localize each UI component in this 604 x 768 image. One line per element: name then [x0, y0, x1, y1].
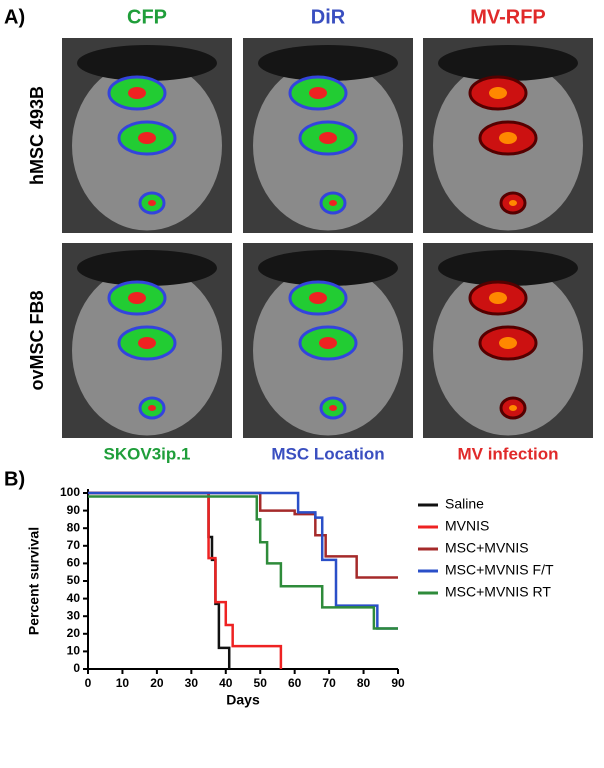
image-dark — [77, 250, 217, 286]
signal-core — [148, 200, 156, 206]
y-tick-label: 20 — [67, 626, 81, 640]
x-tick-label: 40 — [219, 676, 233, 690]
image-dark — [77, 45, 217, 81]
column-caption: MSC Location — [271, 444, 384, 463]
signal-core — [128, 292, 146, 304]
y-tick-label: 70 — [67, 538, 81, 552]
y-tick-label: 40 — [67, 591, 81, 605]
x-tick-label: 10 — [116, 676, 130, 690]
signal-core — [148, 405, 156, 411]
x-tick-label: 0 — [85, 676, 92, 690]
y-tick-label: 50 — [67, 573, 81, 587]
row-label: hMSC 493B — [27, 86, 47, 185]
legend-label: MSC+MVNIS — [445, 540, 529, 556]
signal-core — [509, 200, 517, 206]
x-tick-label: 30 — [185, 676, 199, 690]
column-title: CFP — [127, 6, 167, 28]
signal-core — [128, 87, 146, 99]
x-tick-label: 60 — [288, 676, 302, 690]
signal-core — [329, 200, 337, 206]
legend-label: MVNIS — [445, 518, 489, 534]
signal-core — [509, 405, 517, 411]
row-label: ovMSC FB8 — [27, 290, 47, 390]
panel-label: A) — [4, 6, 25, 28]
x-tick-label: 90 — [391, 676, 405, 690]
survival-line — [88, 491, 398, 630]
y-axis-label: Percent survival — [26, 527, 42, 635]
y-tick-label: 80 — [67, 520, 81, 534]
y-tick-label: 100 — [60, 485, 80, 499]
y-tick-label: 10 — [67, 644, 81, 658]
signal-core — [319, 132, 337, 144]
image-dark — [258, 250, 398, 286]
x-tick-label: 80 — [357, 676, 371, 690]
signal-core — [309, 292, 327, 304]
column-caption: MV infection — [457, 444, 558, 463]
image-dark — [258, 45, 398, 81]
y-tick-label: 60 — [67, 556, 81, 570]
x-tick-label: 50 — [254, 676, 268, 690]
signal-core — [499, 337, 517, 349]
image-dark — [438, 250, 578, 286]
survival-line — [88, 491, 283, 669]
legend-label: MSC+MVNIS RT — [445, 584, 551, 600]
y-tick-label: 30 — [67, 608, 81, 622]
panel-label: B) — [4, 468, 25, 490]
signal-core — [499, 132, 517, 144]
x-axis-label: Days — [226, 692, 260, 708]
signal-core — [138, 337, 156, 349]
signal-core — [319, 337, 337, 349]
signal-core — [329, 405, 337, 411]
x-tick-label: 20 — [150, 676, 164, 690]
legend-label: Saline — [445, 496, 484, 512]
column-title: DiR — [311, 6, 346, 28]
survival-line — [88, 491, 398, 579]
column-caption: SKOV3ip.1 — [104, 444, 191, 463]
column-title: MV-RFP — [470, 6, 546, 28]
y-tick-label: 90 — [67, 503, 81, 517]
y-tick-label: 0 — [73, 661, 80, 675]
signal-core — [309, 87, 327, 99]
survival-line — [88, 495, 398, 630]
image-dark — [438, 45, 578, 81]
x-tick-label: 70 — [322, 676, 336, 690]
legend-label: MSC+MVNIS F/T — [445, 562, 554, 578]
signal-core — [489, 87, 507, 99]
signal-core — [138, 132, 156, 144]
signal-core — [489, 292, 507, 304]
